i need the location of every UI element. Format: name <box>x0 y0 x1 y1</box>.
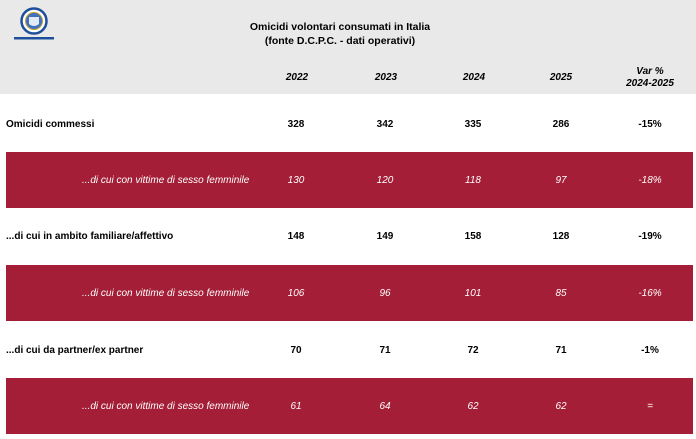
cell-2024: 101 <box>464 287 482 299</box>
cell-2024: 118 <box>465 174 481 186</box>
cell-2025: 71 <box>555 344 567 356</box>
cell-var-percent: -1% <box>641 344 659 356</box>
cell-2022: 130 <box>287 174 305 186</box>
row-label: ...di cui con vittime di sesso femminile <box>82 287 250 299</box>
cell-var-percent: -18% <box>638 174 662 186</box>
column-header-2025: 2025 <box>549 72 573 83</box>
table-title: Omicidi volontari consumati in Italia <box>249 21 431 33</box>
table-row: ...di cui in ambito familiare/affettivo 1… <box>0 216 696 256</box>
table-subtitle: (fonte D.C.P.C. - dati operativi) <box>264 35 416 47</box>
cell-2024: 72 <box>467 344 479 356</box>
cell-var-percent: -16% <box>638 287 662 299</box>
cell-2022: 70 <box>290 344 302 356</box>
cell-2023: 120 <box>376 174 394 186</box>
cell-2023: 342 <box>376 118 394 130</box>
table-row: Omicidi commessi 328 342 335 286 -15% <box>0 104 696 144</box>
cell-2023: 149 <box>376 230 394 242</box>
row-label: Omicidi commessi <box>6 118 95 130</box>
cell-var-percent: -19% <box>638 230 662 242</box>
cell-var-percent: = <box>647 400 653 412</box>
agency-logo <box>14 7 54 40</box>
cell-2025: 286 <box>552 118 570 130</box>
cell-2025: 62 <box>555 400 567 412</box>
column-header-var: Var % 2024-2025 <box>605 66 695 90</box>
cell-2023: 96 <box>379 287 391 299</box>
cell-2022: 148 <box>287 230 305 242</box>
column-header-2022: 2022 <box>285 72 309 83</box>
table-header <box>0 0 696 94</box>
column-header-2023: 2023 <box>374 72 398 83</box>
cell-2023: 71 <box>379 344 391 356</box>
row-label: ...di cui con vittime di sesso femminile <box>82 400 250 412</box>
cell-2025: 85 <box>555 287 567 299</box>
row-label: ...di cui con vittime di sesso femminile <box>82 174 250 186</box>
cell-2024: 335 <box>464 118 482 130</box>
table-row: ...di cui da partner/ex partner 70 71 72 71 -… <box>0 330 696 370</box>
column-header-2024: 2024 <box>462 72 486 83</box>
cell-2022: 328 <box>287 118 305 130</box>
row-label: ...di cui in ambito familiare/affettivo <box>6 230 174 242</box>
cell-2023: 64 <box>379 400 391 412</box>
cell-2024: 158 <box>464 230 482 242</box>
cell-2025: 128 <box>552 230 570 242</box>
var-header-line1: Var % <box>636 66 664 77</box>
cell-2022: 106 <box>287 287 305 299</box>
var-header-line2: 2024-2025 <box>626 78 674 89</box>
cell-2025: 97 <box>555 174 567 186</box>
table-row-female-victims: ...di cui con vittime di sesso femminile… <box>6 265 693 321</box>
table-row-female-victims: ...di cui con vittime di sesso femminile… <box>6 152 693 208</box>
cell-2022: 61 <box>290 400 302 412</box>
table-row-female-victims: ...di cui con vittime di sesso femminile… <box>6 378 693 434</box>
cell-var-percent: -15% <box>638 118 662 130</box>
row-label: ...di cui da partner/ex partner <box>6 344 144 356</box>
cell-2024: 62 <box>467 400 479 412</box>
